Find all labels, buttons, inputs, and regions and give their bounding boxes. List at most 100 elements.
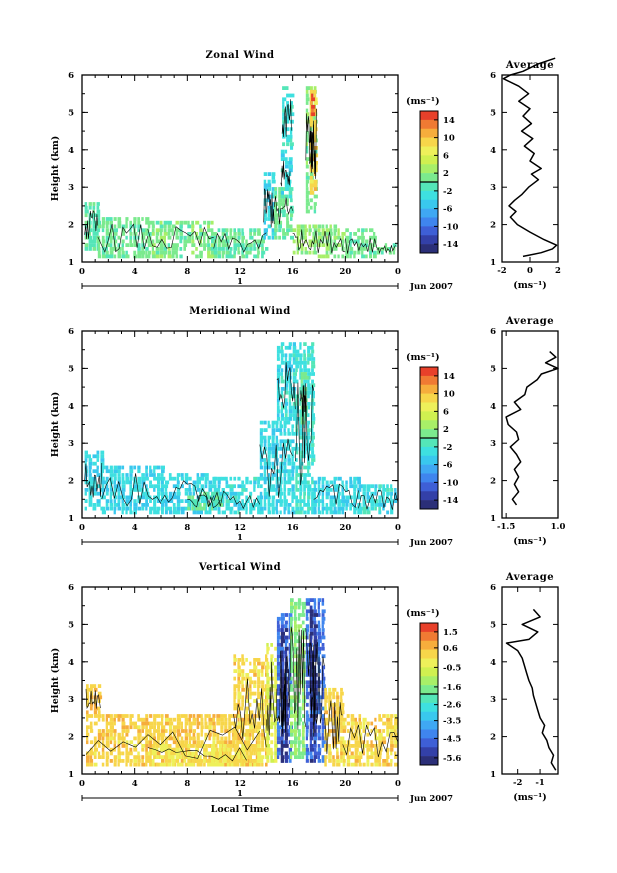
heatmap-cell [203, 232, 208, 236]
contour-line [147, 226, 214, 249]
heatmap-cell [117, 503, 121, 507]
heatmap-cell [92, 205, 96, 210]
heatmap-cell [265, 702, 268, 707]
heatmap-cell [370, 491, 375, 496]
heatmap-cell [313, 721, 317, 726]
heatmap-cell [212, 725, 216, 730]
heatmap-cell [309, 639, 313, 644]
heatmap-cell [311, 345, 314, 350]
heatmap-cell [117, 506, 122, 511]
heatmap-cell [267, 172, 272, 176]
heatmap-cell [280, 390, 284, 395]
heatmap-cell [125, 755, 130, 759]
heatmap-cell [159, 747, 164, 752]
heatmap-cell [97, 744, 101, 748]
heatmap-cell [354, 755, 359, 759]
heatmap-cell [299, 510, 303, 515]
heatmap-cell [374, 729, 379, 733]
heatmap-cell [311, 357, 316, 361]
heatmap-cell [249, 747, 252, 752]
heatmap-cell [284, 725, 287, 730]
heatmap-cell [97, 714, 102, 718]
heatmap-cell [237, 243, 242, 247]
heatmap-cell [224, 755, 229, 759]
heatmap-cell [249, 702, 252, 707]
heatmap-cell [283, 465, 287, 470]
heatmap-cell [328, 729, 333, 733]
heatmap-cell [184, 721, 189, 726]
heatmap-cell [267, 458, 271, 462]
heatmap-cell [196, 480, 201, 485]
heatmap-cell [161, 495, 164, 500]
heatmap-cell [195, 759, 200, 763]
heatmap-cell [305, 665, 310, 670]
heatmap-cell [253, 232, 257, 236]
heatmap-cell [218, 747, 222, 752]
heatmap-cell [125, 506, 130, 511]
heatmap-cell [224, 740, 228, 745]
heatmap-cell [275, 503, 278, 507]
heatmap-cell [362, 751, 365, 756]
heatmap-cell [292, 379, 296, 384]
heatmap-cell [200, 499, 205, 503]
heatmap-cell [255, 759, 259, 763]
heatmap-cell [305, 601, 311, 606]
heatmap-cell [295, 465, 300, 470]
heatmap-cell [253, 699, 257, 703]
heatmap-cell [241, 729, 245, 733]
heatmap-cell [292, 368, 296, 373]
heatmap-cell [307, 435, 311, 440]
heatmap-cell [325, 239, 329, 244]
heatmap-cell [121, 744, 126, 748]
heatmap-cell [274, 729, 279, 733]
heatmap-cell [96, 469, 99, 474]
heatmap-cell [101, 228, 105, 233]
colorbar-tick-label: 0.6 [443, 644, 458, 654]
heatmap-cell [86, 736, 89, 741]
heatmap-cell [149, 473, 154, 477]
heatmap-cell [321, 598, 325, 602]
heatmap-cell [141, 495, 146, 500]
heatmap-cell [229, 232, 232, 236]
heatmap-cell [237, 661, 240, 666]
heatmap-cell [301, 714, 305, 718]
heatmap-cell [259, 446, 263, 451]
heatmap-cell [305, 598, 311, 602]
heatmap-cell [311, 458, 316, 462]
heatmap-cell [266, 755, 270, 759]
heatmap-cell [233, 503, 238, 507]
heatmap-cell [290, 721, 294, 726]
heatmap-cell [267, 224, 272, 229]
heatmap-cell [309, 198, 313, 203]
heatmap-cell [324, 687, 327, 692]
heatmap-cell [261, 732, 265, 737]
heatmap-cell [93, 744, 97, 748]
heatmap-cell [176, 510, 181, 515]
heatmap-cell [276, 417, 281, 421]
colorbar-tick-label: 6 [443, 151, 449, 161]
heatmap-cell [245, 488, 248, 492]
heatmap-cell [97, 736, 102, 741]
heatmap-cell [280, 631, 285, 636]
heatmap-cell [291, 428, 294, 432]
heatmap-cell [301, 755, 305, 759]
heatmap-cell [200, 744, 205, 748]
heatmap-cell [257, 669, 261, 673]
heatmap-cell [370, 506, 375, 511]
heatmap-cell [366, 506, 370, 511]
heatmap-cell [332, 695, 336, 700]
heatmap-cell [175, 243, 179, 247]
heatmap-cell [125, 714, 129, 718]
heatmap-cell [333, 235, 338, 240]
heatmap-cell [249, 243, 253, 247]
heatmap-cell [332, 762, 336, 767]
heatmap-cell [176, 732, 182, 737]
heatmap-cell [294, 639, 299, 644]
heatmap-cell [287, 428, 290, 432]
heatmap-cell [282, 235, 287, 240]
heatmap-cell [163, 228, 167, 233]
colorbar-tick-label: -2 [443, 443, 453, 453]
heatmap-cell [284, 179, 288, 184]
heatmap-cell [97, 239, 101, 244]
heatmap-cell [200, 740, 204, 745]
